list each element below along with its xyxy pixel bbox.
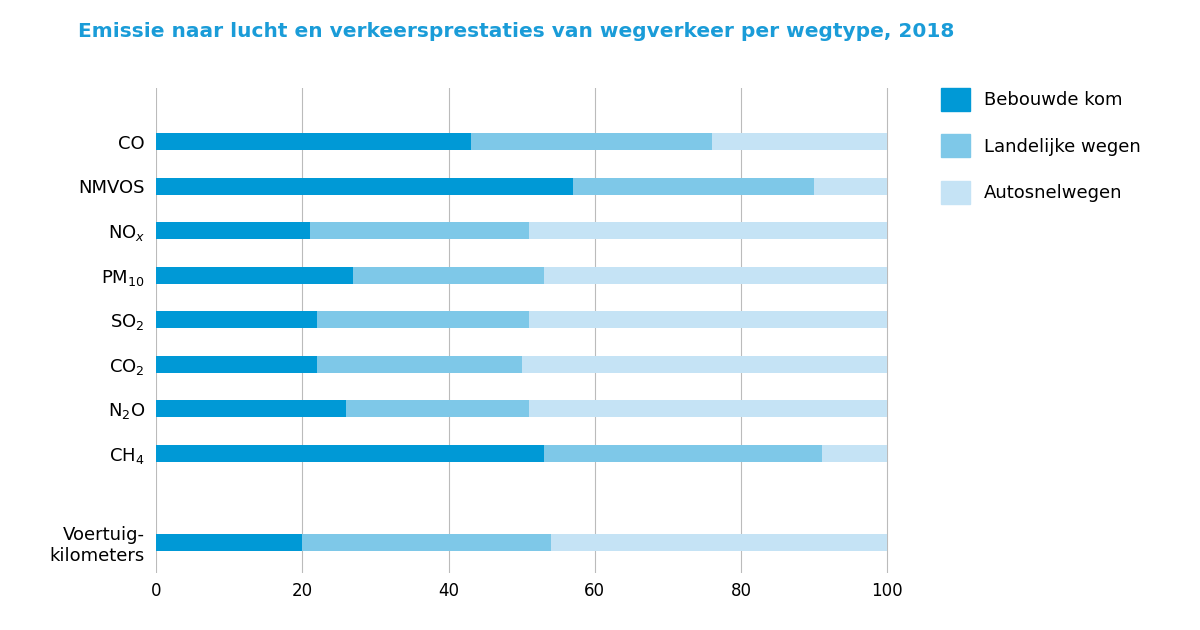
Bar	[302, 534, 551, 551]
Bar	[156, 311, 317, 328]
Bar	[551, 534, 888, 551]
Bar	[156, 356, 317, 372]
Bar	[544, 266, 888, 284]
Bar	[354, 266, 544, 284]
Bar	[572, 178, 815, 195]
Bar	[346, 400, 529, 417]
Bar	[156, 445, 544, 462]
Bar	[156, 222, 310, 239]
Bar	[156, 266, 354, 284]
Bar	[822, 445, 888, 462]
Bar	[317, 356, 522, 372]
Bar	[529, 400, 888, 417]
Bar	[156, 178, 572, 195]
Bar	[156, 400, 346, 417]
Bar	[317, 311, 529, 328]
Bar	[310, 222, 529, 239]
Legend: Bebouwde kom, Landelijke wegen, Autosnelwegen: Bebouwde kom, Landelijke wegen, Autosnel…	[941, 88, 1141, 204]
Bar	[156, 534, 302, 551]
Bar	[529, 311, 888, 328]
Bar	[522, 356, 888, 372]
Bar	[815, 178, 888, 195]
Text: Emissie naar lucht en verkeersprestaties van wegverkeer per wegtype, 2018: Emissie naar lucht en verkeersprestaties…	[78, 22, 954, 41]
Bar	[156, 133, 470, 150]
Bar	[470, 133, 712, 150]
Bar	[712, 133, 888, 150]
Bar	[544, 445, 822, 462]
Bar	[529, 222, 888, 239]
